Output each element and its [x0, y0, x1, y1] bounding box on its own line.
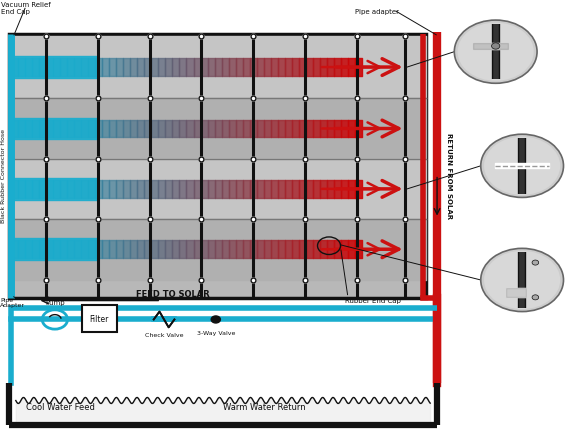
Circle shape — [454, 21, 537, 84]
Circle shape — [532, 261, 539, 265]
Text: Filter: Filter — [90, 314, 109, 323]
Circle shape — [458, 24, 534, 81]
Circle shape — [211, 316, 220, 323]
Circle shape — [484, 251, 560, 309]
Text: FEED TO SOLAR: FEED TO SOLAR — [136, 289, 209, 298]
Circle shape — [492, 44, 500, 50]
Text: Pipe
Adapter: Pipe Adapter — [0, 297, 25, 307]
Text: 3-Way Valve: 3-Way Valve — [197, 331, 235, 336]
Circle shape — [481, 249, 564, 312]
Text: Vacuum Relief
End Cap: Vacuum Relief End Cap — [1, 2, 51, 15]
FancyBboxPatch shape — [82, 305, 117, 332]
Text: Black Rubber Connector Hose: Black Rubber Connector Hose — [1, 128, 6, 222]
Text: Cool Water Feed: Cool Water Feed — [26, 402, 95, 411]
Text: Warm Water Return: Warm Water Return — [223, 402, 306, 411]
FancyBboxPatch shape — [9, 35, 426, 298]
Circle shape — [481, 135, 564, 198]
Text: Pipe adapter: Pipe adapter — [355, 9, 398, 15]
Text: Pump: Pump — [45, 299, 64, 305]
Circle shape — [532, 295, 539, 300]
Text: Rubber End Cap: Rubber End Cap — [345, 297, 401, 303]
Circle shape — [484, 138, 560, 195]
Text: Check Valve: Check Valve — [145, 332, 183, 337]
Text: RETURN FROM SOLAR: RETURN FROM SOLAR — [446, 132, 453, 218]
